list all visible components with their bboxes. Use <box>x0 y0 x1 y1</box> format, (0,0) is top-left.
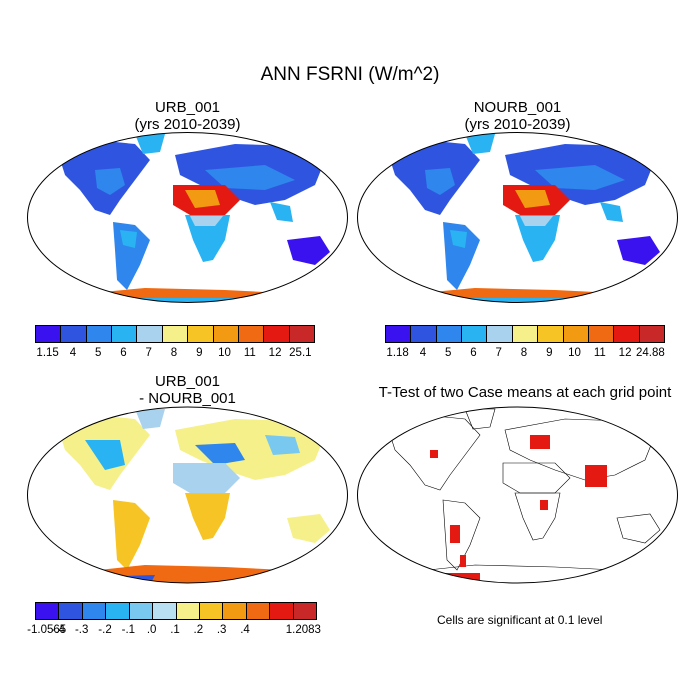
colorbar-swatch <box>213 326 239 342</box>
colorbar-swatch <box>153 603 177 619</box>
colorbar-tick-label: 7 <box>145 347 152 359</box>
colorbar-tick-label: 6 <box>120 347 127 359</box>
panel3-subtitle: - NOURB_001 <box>139 390 236 407</box>
colorbar-swatch <box>588 326 615 342</box>
colorbar-tick-label: -.3 <box>74 624 89 636</box>
panel-title-urb: URB_001 (yrs 2010-2039) <box>25 99 350 133</box>
colorbar-tick-label: 9 <box>196 347 203 359</box>
panel1-title: URB_001 <box>154 99 221 116</box>
colorbar-tick-label: 1.2083 <box>285 624 321 636</box>
colorbar-swatch <box>82 603 107 619</box>
colorbar-tick-label: .4 <box>240 624 250 636</box>
colorbar-swatch <box>137 326 163 342</box>
colorbar-tick-label: 9 <box>546 347 553 359</box>
colorbar-tick-label: 11 <box>243 347 256 359</box>
colorbar-tick-label: 4 <box>419 347 427 359</box>
colorbar-tick-label: 1.15 <box>36 347 59 359</box>
colorbar-swatch <box>386 326 412 342</box>
colorbar-swatch <box>270 603 294 619</box>
colorbar-tick-label: 5 <box>94 347 102 359</box>
colorbar-tick-label: -1.0565 <box>27 624 67 636</box>
colorbar-tick-label: 8 <box>520 347 528 359</box>
figure-title: ANN FSRNI (W/m^2) <box>260 64 440 85</box>
colorbar-tick-label: .3 <box>216 624 227 636</box>
colorbar-urb <box>35 325 315 343</box>
colorbar-tick-label: 8 <box>170 347 178 359</box>
colorbar-swatch <box>199 603 224 619</box>
colorbar-tick-label: 10 <box>218 347 231 359</box>
colorbar-tick-label: .1 <box>170 624 180 636</box>
panel-title-ttest: T-Test of two Case means at each grid po… <box>378 384 672 401</box>
colorbar-swatch <box>462 326 488 342</box>
colorbar-tick-label: 11 <box>593 347 606 359</box>
map-nourb <box>357 132 678 303</box>
colorbar-swatch <box>59 603 83 619</box>
panel1-subtitle: (yrs 2010-2039) <box>134 116 241 133</box>
colorbar-tick-label: 12 <box>268 347 282 359</box>
colorbar-tick-label: .2 <box>193 624 204 636</box>
colorbar-swatch <box>512 326 539 342</box>
colorbar-swatch <box>188 326 214 342</box>
colorbar-swatch <box>61 326 87 342</box>
colorbar-swatch <box>162 326 189 342</box>
colorbar-swatch <box>238 326 265 342</box>
colorbar-tick-label: 6 <box>470 347 477 359</box>
colorbar-swatch <box>246 603 271 619</box>
colorbar-tick-label: 10 <box>568 347 581 359</box>
colorbar-tick-label: 7 <box>495 347 502 359</box>
colorbar-swatch <box>563 326 589 342</box>
colorbar-tick-label: -.4 <box>51 624 66 636</box>
colorbar-swatch <box>411 326 437 342</box>
panel2-subtitle: (yrs 2010-2039) <box>464 116 571 133</box>
colorbar-swatch <box>223 603 247 619</box>
map-ttest <box>357 406 678 584</box>
colorbar-swatch <box>487 326 513 342</box>
colorbar-tick-label: 1.18 <box>386 347 409 359</box>
colorbar-swatch <box>614 326 640 342</box>
colorbar-swatch <box>639 326 664 342</box>
colorbar-tick-label: 25.1 <box>289 347 312 359</box>
panel-title-diff: URB_001 - NOURB_001 <box>25 373 350 407</box>
colorbar-swatch <box>129 603 154 619</box>
colorbar-swatch <box>264 326 290 342</box>
colorbar-tick-label: 5 <box>444 347 452 359</box>
colorbar-tick-label: -.2 <box>98 624 112 636</box>
significance-note: Cells are significant at 0.1 level <box>437 613 603 627</box>
colorbar-swatch <box>36 603 60 619</box>
colorbar-tick-label: 4 <box>69 347 77 359</box>
colorbar-swatch <box>289 326 314 342</box>
colorbar-tick-label: .0 <box>146 624 157 636</box>
panel3-title: URB_001 <box>154 373 221 390</box>
colorbar-swatch <box>176 603 200 619</box>
colorbar-nourb <box>385 325 665 343</box>
colorbar-swatch <box>112 326 138 342</box>
colorbar-swatch <box>36 326 62 342</box>
colorbar-swatch <box>436 326 463 342</box>
colorbar-swatch <box>106 603 130 619</box>
colorbar-swatch <box>86 326 113 342</box>
colorbar-diff <box>35 602 317 620</box>
colorbar-swatch <box>293 603 317 619</box>
map-difference <box>27 406 348 584</box>
panel-title-nourb: NOURB_001 (yrs 2010-2039) <box>355 99 680 133</box>
colorbar-tick-label: 24.88 <box>635 347 665 359</box>
colorbar-swatch <box>538 326 564 342</box>
colorbar-tick-label: 12 <box>618 347 632 359</box>
map-urb <box>27 132 348 303</box>
panel2-title: NOURB_001 <box>473 99 562 116</box>
colorbar-tick-label: -.1 <box>121 624 136 636</box>
